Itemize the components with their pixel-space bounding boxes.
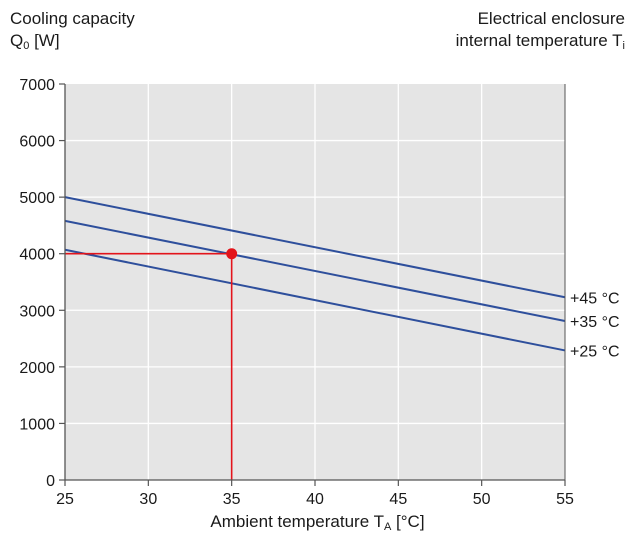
y-tick-label: 1000	[19, 416, 55, 433]
x-tick-label: 40	[306, 491, 324, 508]
series-label: +35 °C	[570, 314, 620, 331]
legend-title-line1: Electrical enclosure	[477, 9, 625, 28]
annotation	[65, 248, 238, 480]
y-tick-label: 0	[46, 473, 55, 490]
y-axis-symbol: Q	[10, 31, 24, 50]
y-axis-title-line1: Cooling capacity	[10, 9, 135, 28]
annotation-point	[226, 248, 238, 260]
y-axis-title-line2: Q0 [W]	[10, 30, 135, 57]
y-tick-label: 3000	[19, 303, 55, 320]
x-tick-label: 50	[473, 491, 491, 508]
tick-labels: 0 1000 2000 3000 4000 5000 6000 7000 25 30 35 40 45 5…	[19, 77, 574, 508]
y-axis-unit: [W]	[29, 31, 60, 50]
y-tick-label: 6000	[19, 134, 55, 151]
series-labels: +45 °C +35 °C +25 °C	[570, 290, 620, 360]
series-line	[64, 196, 566, 299]
legend-title-text: internal temperature T	[455, 31, 623, 50]
y-axis-title: Cooling capacity Q0 [W]	[10, 8, 135, 57]
x-axis-subscript: A	[383, 521, 392, 533]
legend-title: Electrical enclosure internal temperatur…	[456, 8, 625, 57]
series-lines	[64, 196, 566, 352]
x-axis-title: Ambient temperature TA [°C]	[0, 512, 635, 533]
x-tick-label: 30	[139, 491, 157, 508]
y-tick-label: 5000	[19, 190, 55, 207]
x-tick-label: 45	[389, 491, 407, 508]
y-tick-label: 7000	[19, 77, 55, 94]
series-label: +45 °C	[570, 290, 620, 307]
x-tick-label: 35	[223, 491, 241, 508]
series-label: +25 °C	[570, 343, 620, 360]
x-tick-label: 25	[56, 491, 74, 508]
series-line	[64, 219, 566, 323]
legend-title-line2: internal temperature Ti	[456, 30, 625, 57]
series-line	[64, 248, 566, 352]
x-axis-unit: [°C]	[391, 512, 425, 531]
y-tick-label: 2000	[19, 360, 55, 377]
legend-title-subscript: i	[622, 40, 625, 52]
y-tick-label: 4000	[19, 247, 55, 264]
x-axis-title-text: Ambient temperature T	[210, 512, 384, 531]
x-tick-label: 55	[556, 491, 574, 508]
y-axis-subscript: 0	[23, 40, 30, 52]
